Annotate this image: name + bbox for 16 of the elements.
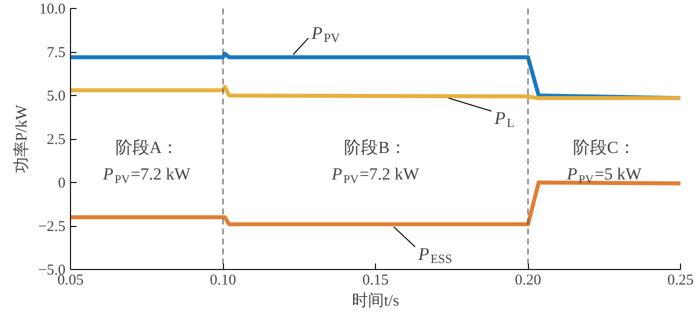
x-axis-title: 时间t/s — [352, 292, 400, 310]
line-series — [70, 84, 680, 100]
y-tick-label: 7.5 — [46, 45, 66, 61]
y-tick-label: 0 — [58, 176, 66, 192]
annotation: 阶段B： — [344, 138, 407, 158]
x-tick-label: 0.25 — [667, 272, 694, 288]
y-tick-label: −2.5 — [38, 219, 66, 235]
y-tick-label: 5.0 — [46, 88, 66, 104]
y-tick-label: 2.5 — [46, 132, 66, 148]
annotation: 阶段A： — [115, 138, 179, 158]
y-axis-title: 功率P/kW — [12, 104, 30, 174]
annotation: 阶段C： — [572, 138, 636, 158]
x-tick-label: 0.15 — [362, 272, 389, 288]
x-tick-label: 0.10 — [210, 272, 236, 288]
y-tick-label: 10.0 — [39, 2, 66, 18]
x-tick-label: 0.20 — [514, 272, 542, 288]
